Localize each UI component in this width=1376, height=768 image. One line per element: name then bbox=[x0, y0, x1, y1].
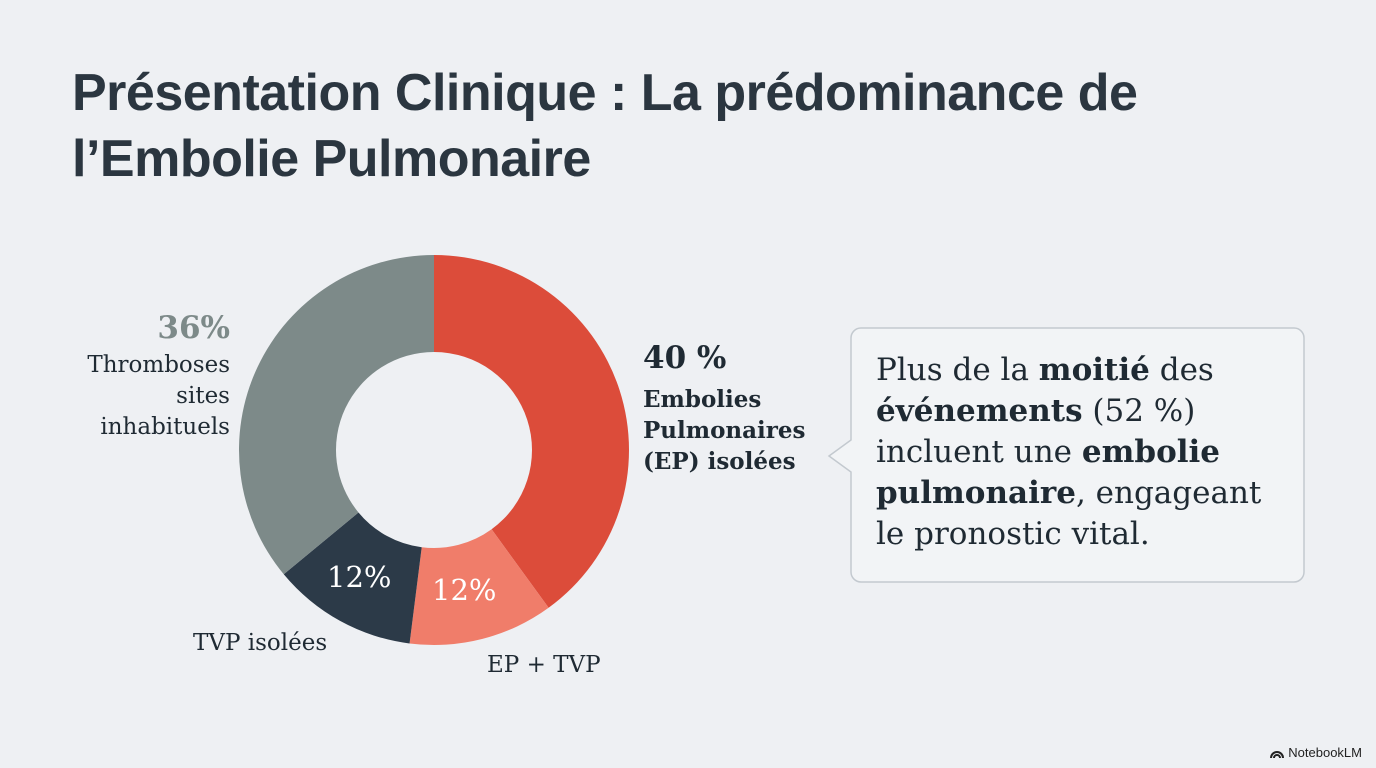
callout-box bbox=[827, 327, 1305, 583]
slide-title: Présentation Clinique : La prédominance … bbox=[72, 64, 1138, 188]
callout-run: des bbox=[1149, 352, 1214, 388]
watermark-icon bbox=[1270, 750, 1285, 758]
category-label: Embolies Pulmonaires (EP) isolées bbox=[643, 386, 806, 475]
callout-text: Plus de la moitié des événements (52 %) … bbox=[876, 350, 1291, 555]
category-label: Thromboses sites inhabituels bbox=[87, 352, 230, 440]
value-label: 40 % bbox=[643, 340, 727, 376]
callout-run: événements bbox=[876, 393, 1083, 429]
category-label: EP + TVP bbox=[487, 652, 601, 678]
donut-slice bbox=[239, 255, 434, 575]
value-label: 12% bbox=[432, 573, 497, 607]
donut-slice bbox=[409, 529, 549, 645]
callout-run: (52 %) incluent une bbox=[876, 393, 1196, 470]
value-label: 12% bbox=[327, 560, 392, 594]
callout-run: embolie pulmonaire bbox=[876, 434, 1221, 511]
donut-slice bbox=[283, 512, 422, 644]
category-label: TVP isolées bbox=[193, 630, 328, 656]
watermark-text: NotebookLM bbox=[1288, 745, 1362, 760]
callout-run: , engageant le pronostic vital. bbox=[876, 475, 1262, 552]
callout-run: Plus de la bbox=[876, 352, 1039, 388]
watermark: NotebookLM bbox=[1270, 745, 1362, 760]
value-label: 36% bbox=[157, 310, 230, 346]
callout-run: moitié bbox=[1038, 352, 1150, 388]
donut-slice bbox=[434, 255, 629, 608]
